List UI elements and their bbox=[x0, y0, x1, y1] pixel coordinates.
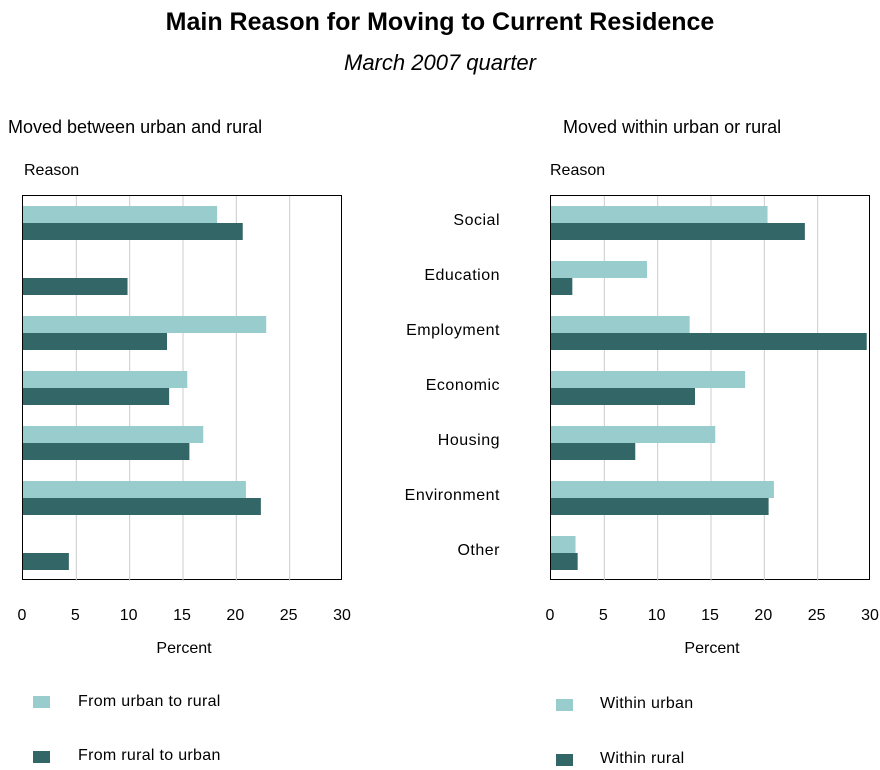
left-y-axis-label: Reason bbox=[24, 162, 80, 179]
legend-swatch-rural-to-urban bbox=[33, 751, 50, 763]
bar-housing-from-urban-to-rural bbox=[23, 426, 204, 443]
page-title: Main Reason for Moving to Current Reside… bbox=[165, 8, 715, 36]
x-tick-label: 15 bbox=[173, 607, 191, 624]
bar-social-from-urban-to-rural bbox=[23, 206, 218, 223]
bar-education-within-urban bbox=[551, 261, 647, 278]
bar-other-within-urban bbox=[551, 536, 576, 553]
bar-environment-from-urban-to-rural bbox=[23, 481, 246, 498]
bar-environment-within-rural bbox=[551, 498, 769, 515]
right-y-axis-label: Reason bbox=[550, 162, 606, 179]
x-tick-label: 25 bbox=[807, 607, 826, 624]
category-label-environment: Environment bbox=[404, 487, 500, 504]
bar-education-from-rural-to-urban bbox=[23, 278, 128, 295]
bar-housing-within-urban bbox=[551, 426, 716, 443]
legend-swatch-urban-to-rural bbox=[33, 696, 50, 708]
page-subtitle: March 2007 quarter bbox=[344, 50, 536, 75]
bar-other-within-rural bbox=[551, 553, 578, 570]
x-tick-label: 25 bbox=[279, 607, 298, 624]
bar-economic-from-rural-to-urban bbox=[23, 388, 170, 405]
x-tick-label: 0 bbox=[17, 607, 27, 624]
bar-economic-within-rural bbox=[551, 388, 695, 405]
bar-economic-from-urban-to-rural bbox=[23, 371, 188, 388]
x-tick-label: 10 bbox=[647, 607, 666, 624]
left-chart-title: Moved between urban and rural bbox=[8, 117, 263, 137]
legend-label-urban-to-rural: From urban to rural bbox=[78, 693, 221, 710]
bar-environment-from-rural-to-urban bbox=[23, 498, 261, 515]
bar-other-from-rural-to-urban bbox=[23, 553, 69, 570]
category-label-economic: Economic bbox=[425, 377, 500, 394]
left-x-axis-label: Percent bbox=[156, 640, 212, 657]
x-tick-label: 30 bbox=[333, 607, 351, 624]
bar-housing-within-rural bbox=[551, 443, 636, 460]
bar-environment-within-urban bbox=[551, 481, 774, 498]
category-label-employment: Employment bbox=[406, 322, 500, 339]
bar-social-within-rural bbox=[551, 223, 805, 240]
x-tick-label: 20 bbox=[226, 607, 245, 624]
x-tick-label: 5 bbox=[70, 607, 80, 624]
x-tick-label: 5 bbox=[598, 607, 608, 624]
category-label-housing: Housing bbox=[437, 432, 500, 449]
x-tick-label: 15 bbox=[701, 607, 719, 624]
legend-label-rural-to-urban: From rural to urban bbox=[78, 747, 221, 764]
legend-swatch-within-urban bbox=[556, 699, 573, 711]
bar-employment-within-urban bbox=[551, 316, 690, 333]
bar-employment-within-rural bbox=[551, 333, 867, 350]
right-chart-title: Moved within urban or rural bbox=[563, 117, 782, 137]
category-label-other: Other bbox=[457, 542, 500, 559]
x-tick-label: 30 bbox=[861, 607, 879, 624]
right-x-axis-label: Percent bbox=[684, 640, 740, 657]
bar-employment-from-rural-to-urban bbox=[23, 333, 167, 350]
bar-economic-within-urban bbox=[551, 371, 746, 388]
left-plot-area bbox=[22, 195, 342, 581]
bar-social-within-urban bbox=[551, 206, 768, 223]
left-bars-svg bbox=[23, 196, 291, 581]
x-tick-label: 0 bbox=[545, 607, 555, 624]
bar-social-from-rural-to-urban bbox=[23, 223, 243, 240]
legend-swatch-within-rural bbox=[556, 754, 573, 766]
bar-education-within-rural bbox=[551, 278, 573, 295]
x-tick-label: 20 bbox=[754, 607, 773, 624]
legend-label-within-rural: Within rural bbox=[600, 750, 685, 767]
category-label-social: Social bbox=[453, 212, 500, 229]
x-tick-label: 10 bbox=[119, 607, 138, 624]
bar-employment-from-urban-to-rural bbox=[23, 316, 267, 333]
legend-label-within-urban: Within urban bbox=[600, 695, 694, 712]
bar-housing-from-rural-to-urban bbox=[23, 443, 190, 460]
right-plot-area bbox=[550, 195, 870, 581]
category-label-education: Education bbox=[424, 267, 500, 284]
right-bars-svg bbox=[551, 196, 867, 581]
